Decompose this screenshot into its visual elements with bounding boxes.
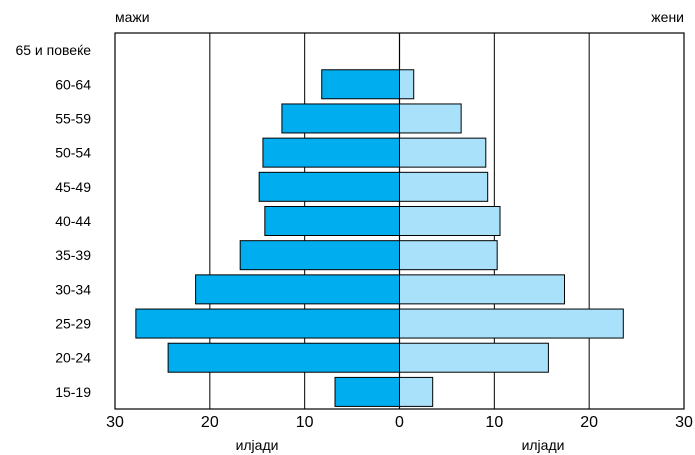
bar-male-60-64 xyxy=(321,69,400,100)
tick-label: 30 xyxy=(106,414,124,431)
tick-label: 10 xyxy=(485,414,503,431)
bar-female-15-19 xyxy=(399,376,434,407)
bar-male-55-59 xyxy=(281,103,401,134)
category-label: 45-49 xyxy=(55,179,91,195)
tick-label: 30 xyxy=(675,414,693,431)
bar-male-25-29 xyxy=(135,308,400,339)
bar-female-30-34 xyxy=(399,274,566,305)
bar-male-50-54 xyxy=(262,137,400,168)
bar-female-50-54 xyxy=(399,137,487,168)
bar-male-20-24 xyxy=(167,342,400,373)
bar-female-60-64 xyxy=(399,69,415,100)
plot-frame xyxy=(114,32,685,410)
category-label: 55-59 xyxy=(55,110,91,126)
bar-female-35-39 xyxy=(399,240,498,271)
bar-female-40-44 xyxy=(399,206,501,236)
bar-male-15-19 xyxy=(334,376,400,407)
bar-male-35-39 xyxy=(239,240,400,271)
category-label: 50-54 xyxy=(55,145,91,161)
male-header: мажи xyxy=(115,9,150,25)
bar-female-20-24 xyxy=(399,342,549,373)
category-labels: 65 и повеќе 60-64 55-59 50-54 45-49 40-44 35-3… xyxy=(15,42,91,400)
tick-label: 10 xyxy=(296,414,314,431)
tick-label: 0 xyxy=(395,414,404,431)
category-label: 25-29 xyxy=(55,316,91,332)
bar-female-55-59 xyxy=(399,103,462,134)
category-label: 60-64 xyxy=(55,76,91,92)
female-header: жени xyxy=(651,9,684,25)
category-label: 30-34 xyxy=(55,281,91,297)
category-label: 35-39 xyxy=(55,247,91,263)
bar-female-25-29 xyxy=(399,308,624,339)
bar-male-40-44 xyxy=(264,206,400,236)
category-label: 20-24 xyxy=(55,350,91,366)
bar-layer xyxy=(135,69,624,407)
tick-label: 20 xyxy=(201,414,219,431)
bar-female-45-49 xyxy=(399,171,489,202)
tick-labels: 30 20 10 0 10 20 30 xyxy=(106,414,693,431)
category-label: 15-19 xyxy=(55,384,91,400)
right-axis-label: илјади xyxy=(522,437,565,453)
tick-label: 20 xyxy=(580,414,598,431)
bar-male-30-34 xyxy=(195,274,400,305)
left-axis-label: илјади xyxy=(236,437,279,453)
category-label: 65 и повеќе xyxy=(15,42,91,58)
bar-male-45-49 xyxy=(258,171,400,202)
category-label: 40-44 xyxy=(55,213,91,229)
